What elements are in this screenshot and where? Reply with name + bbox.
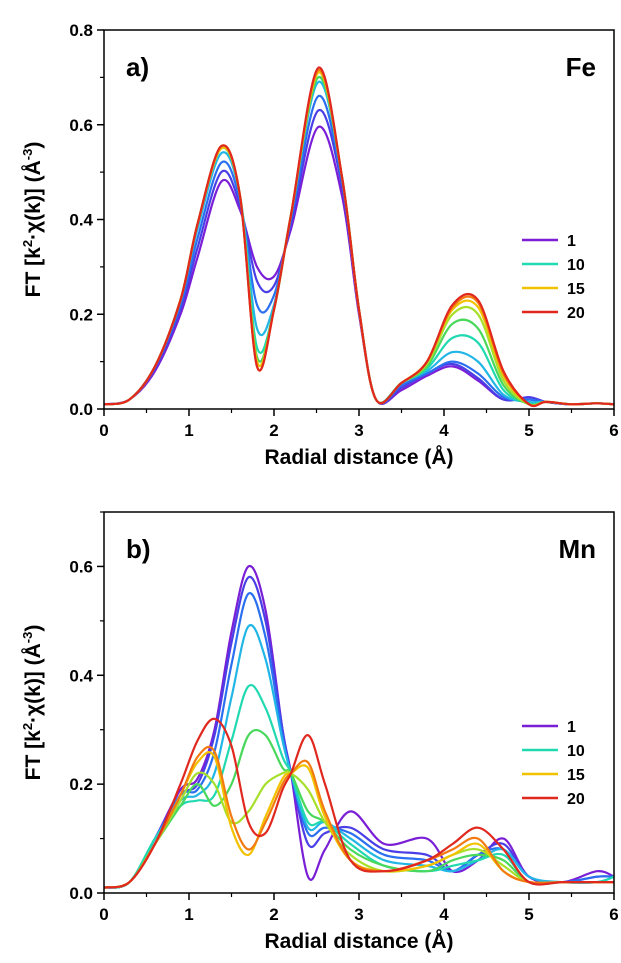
y-tick-label: 0.6 — [69, 557, 93, 576]
chart-panel-b: 0 1 2 3 4 5 6 0.0 0.2 0.4 0.6 Radial distance (Å) FT… — [20, 511, 619, 953]
legend-label: 20 — [567, 305, 585, 322]
legend-label: 15 — [567, 767, 585, 784]
y-tick-label: 0.6 — [69, 116, 93, 135]
y-axis-title: FT [k2·χ(k)] (Å-3) — [20, 142, 45, 298]
x-tick-label: 4 — [439, 905, 449, 924]
series-line-8 — [104, 69, 614, 407]
legend: 1 10 15 20 — [522, 719, 585, 808]
chart-panel-a: 0 1 2 3 4 5 6 0.0 0.2 0.4 0.6 0.8 Radial distance (Å… — [20, 21, 619, 469]
plot-frame — [103, 29, 615, 410]
x-tick-label: 0 — [99, 905, 108, 924]
y-axis-title-superscript: 2 — [20, 723, 35, 730]
series-line-1 — [104, 575, 614, 889]
y-axis-title-superscript: -3 — [20, 149, 35, 161]
y-axis-title-part: ·χ(k)] (Å — [21, 643, 45, 723]
x-tick-label: 2 — [269, 421, 278, 440]
legend-label: 1 — [567, 719, 576, 736]
y-tick-label: 0.0 — [69, 884, 93, 903]
x-tick-label: 5 — [524, 421, 533, 440]
x-tick-label: 6 — [609, 905, 618, 924]
series-line-0 — [104, 125, 614, 406]
legend-label: 10 — [567, 743, 585, 760]
y-axis-title-superscript: -3 — [20, 632, 35, 644]
x-tick-label: 3 — [354, 905, 363, 924]
y-tick-label: 0.4 — [69, 666, 93, 685]
y-axis-title-part: ) — [22, 142, 45, 149]
series-line-5 — [104, 728, 614, 889]
x-tick-label: 4 — [439, 421, 449, 440]
legend: 1 10 15 20 — [522, 233, 585, 322]
y-tick-label: 0.0 — [69, 400, 93, 419]
legend-label: 20 — [567, 791, 585, 808]
element-label: Mn — [558, 534, 596, 564]
x-tick-label: 1 — [184, 421, 193, 440]
x-tick-label: 2 — [269, 905, 278, 924]
y-axis-title-superscript: 2 — [20, 240, 35, 247]
series-line-9 — [104, 717, 614, 889]
x-tick-label: 3 — [354, 421, 363, 440]
element-label: Fe — [566, 52, 596, 82]
x-tick-label: 5 — [524, 905, 533, 924]
series-line-6 — [104, 770, 614, 889]
y-axis-title-part: ·χ(k)] (Å — [21, 160, 45, 240]
x-axis-title: Radial distance (Å) — [264, 445, 453, 469]
series-line-0 — [104, 565, 614, 889]
legend-label: 1 — [567, 233, 576, 250]
y-tick-label: 0.8 — [69, 21, 93, 40]
y-tick-label: 0.2 — [69, 305, 93, 324]
series-line-8 — [104, 745, 614, 889]
panel-label: a) — [126, 52, 149, 82]
y-tick-label: 0.2 — [69, 775, 93, 794]
x-tick-label: 0 — [99, 421, 108, 440]
y-axis-title-part: ) — [22, 625, 45, 632]
panel-label: b) — [126, 534, 151, 564]
plot-frame — [103, 511, 615, 894]
series-line-3 — [104, 80, 614, 406]
y-axis-title-part: FT [k — [22, 730, 45, 780]
y-tick-label: 0.4 — [69, 211, 93, 230]
x-tick-label: 6 — [609, 421, 618, 440]
series-line-3 — [104, 623, 614, 889]
series-group — [104, 66, 614, 408]
x-axis-title: Radial distance (Å) — [264, 929, 453, 953]
series-line-2 — [104, 94, 614, 406]
legend-label: 10 — [567, 257, 585, 274]
legend-label: 15 — [567, 281, 585, 298]
y-axis-title-part: FT [k — [22, 247, 45, 297]
series-line-1 — [104, 109, 614, 406]
y-axis-title: FT [k2·χ(k)] (Å-3) — [20, 625, 45, 781]
series-group — [104, 565, 614, 889]
series-line-4 — [104, 683, 614, 889]
x-tick-label: 1 — [184, 905, 193, 924]
series-line-9 — [104, 66, 614, 408]
